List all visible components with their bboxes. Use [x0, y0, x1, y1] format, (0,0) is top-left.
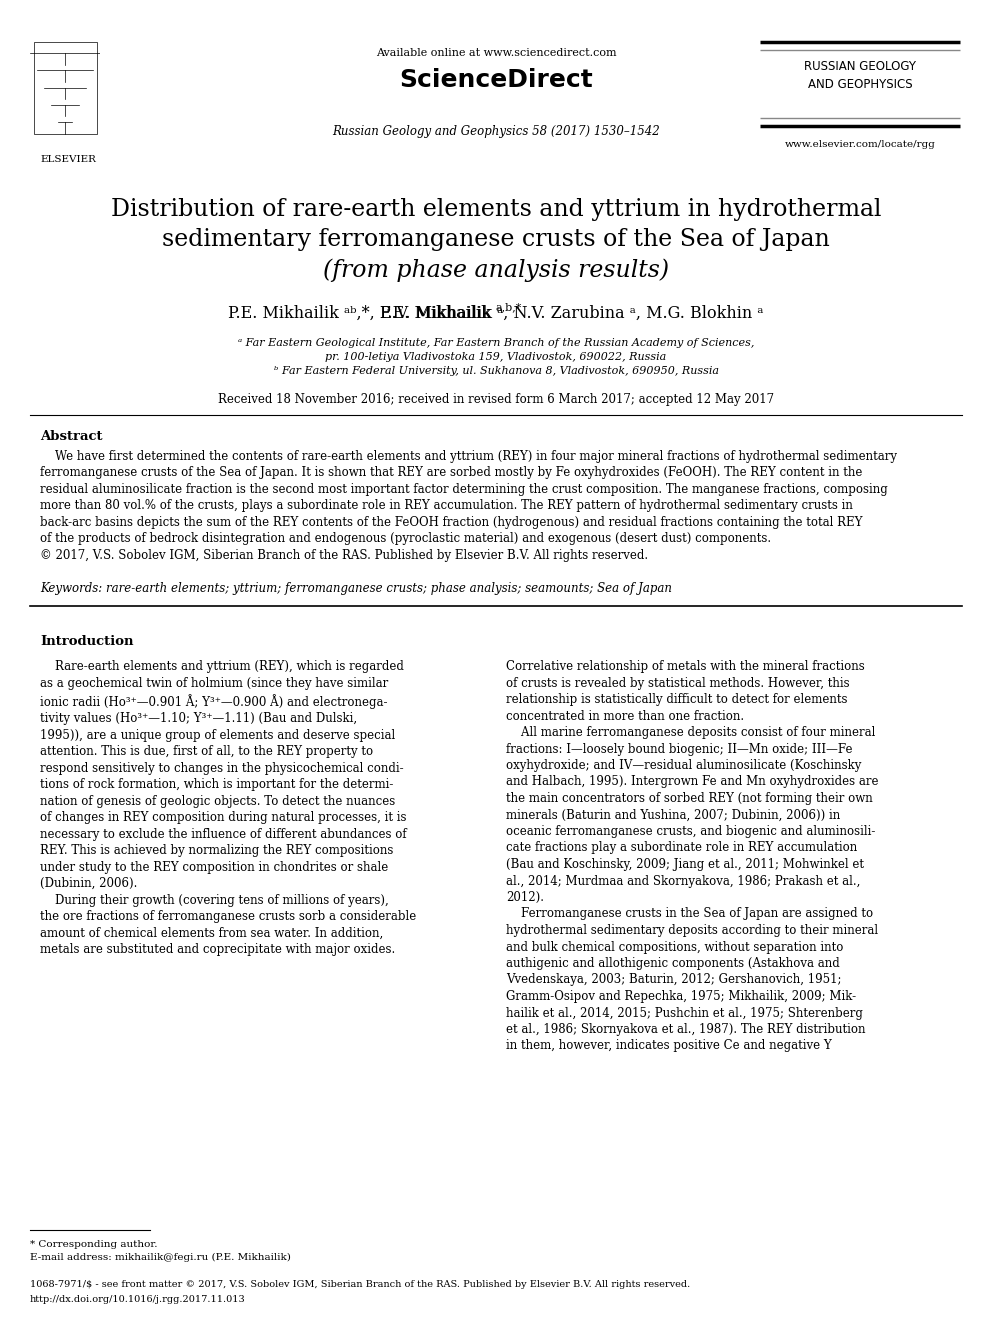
Text: Abstract: Abstract — [40, 430, 102, 443]
Text: RUSSIAN GEOLOGY
AND GEOPHYSICS: RUSSIAN GEOLOGY AND GEOPHYSICS — [804, 60, 916, 91]
Text: P.E. Mikhailik ᵃᵇ,*, E.V. Mikhailik ᵃ, N.V. Zarubina ᵃ, M.G. Blokhin ᵃ: P.E. Mikhailik ᵃᵇ,*, E.V. Mikhailik ᵃ, N… — [228, 306, 764, 321]
Text: Received 18 November 2016; received in revised form 6 March 2017; accepted 12 Ma: Received 18 November 2016; received in r… — [218, 393, 774, 406]
Text: Rare-earth elements and yttrium (REY), which is regarded
as a geochemical twin o: Rare-earth elements and yttrium (REY), w… — [40, 660, 417, 957]
Text: Available online at www.sciencedirect.com: Available online at www.sciencedirect.co… — [376, 48, 616, 58]
Text: Distribution of rare-earth elements and yttrium in hydrothermal: Distribution of rare-earth elements and … — [111, 198, 881, 221]
Text: Russian Geology and Geophysics 58 (2017) 1530–1542: Russian Geology and Geophysics 58 (2017)… — [332, 124, 660, 138]
Text: pr. 100-letiya Vladivostoka 159, Vladivostok, 690022, Russia: pr. 100-letiya Vladivostoka 159, Vladivo… — [325, 352, 667, 363]
Text: sedimentary ferromanganese crusts of the Sea of Japan: sedimentary ferromanganese crusts of the… — [162, 228, 830, 251]
Text: (from phase analysis results): (from phase analysis results) — [323, 258, 669, 282]
Text: Keywords: rare-earth elements; yttrium; ferromanganese crusts; phase analysis; s: Keywords: rare-earth elements; yttrium; … — [40, 582, 672, 595]
FancyBboxPatch shape — [34, 41, 96, 134]
Text: E-mail address: mikhailik@fegi.ru (P.E. Mikhailik): E-mail address: mikhailik@fegi.ru (P.E. … — [30, 1253, 291, 1262]
Text: We have first determined the contents of rare-earth elements and yttrium (REY) i: We have first determined the contents of… — [40, 450, 897, 562]
Text: ScienceDirect: ScienceDirect — [399, 67, 593, 93]
Text: www.elsevier.com/locate/rgg: www.elsevier.com/locate/rgg — [785, 140, 935, 149]
Text: http://dx.doi.org/10.1016/j.rgg.2017.11.013: http://dx.doi.org/10.1016/j.rgg.2017.11.… — [30, 1295, 246, 1304]
Text: 1068-7971/$ - see front matter © 2017, V.S. Sobolev IGM, Siberian Branch of the : 1068-7971/$ - see front matter © 2017, V… — [30, 1279, 690, 1289]
Text: a,b,*: a,b,* — [496, 302, 523, 312]
Text: P.E. Mikhailik: P.E. Mikhailik — [380, 306, 496, 321]
Text: ELSEVIER: ELSEVIER — [40, 155, 96, 164]
Text: Introduction: Introduction — [40, 635, 134, 648]
Text: ᵇ Far Eastern Federal University, ul. Sukhanova 8, Vladivostok, 690950, Russia: ᵇ Far Eastern Federal University, ul. Su… — [274, 366, 718, 376]
Text: ᵃ Far Eastern Geological Institute, Far Eastern Branch of the Russian Academy of: ᵃ Far Eastern Geological Institute, Far … — [238, 337, 754, 348]
Text: * Corresponding author.: * Corresponding author. — [30, 1240, 158, 1249]
Text: Correlative relationship of metals with the mineral fractions
of crusts is revea: Correlative relationship of metals with … — [506, 660, 879, 1053]
